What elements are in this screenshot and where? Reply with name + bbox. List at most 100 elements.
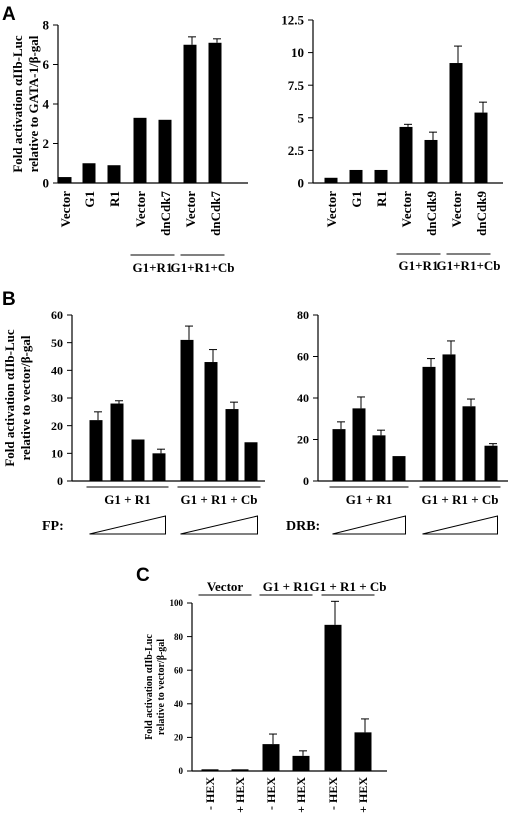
bar xyxy=(201,769,219,771)
bar xyxy=(82,163,96,183)
chart-c: 0 20 40 60 80 100 - HEX + HEX - HEX + HEX - HEX + H… xyxy=(144,579,387,813)
category-label: Vector xyxy=(133,191,148,228)
y-tick-label: 0 xyxy=(43,176,50,191)
bar xyxy=(349,169,363,183)
y-tick-label: 80 xyxy=(297,308,309,322)
bar xyxy=(133,117,147,183)
group-label: G1 + R1 + Cb xyxy=(181,492,258,507)
y-tick-label: 10 xyxy=(291,45,304,60)
treatment-label: DRB: xyxy=(286,519,320,534)
group-label: G1+R1+Cb xyxy=(437,258,501,273)
y-tick-label: 0 xyxy=(303,474,309,488)
y-tick-label: 60 xyxy=(51,308,63,322)
bar xyxy=(180,339,194,481)
y-tick-label: 40 xyxy=(51,364,63,378)
bar xyxy=(231,769,249,771)
bar xyxy=(183,44,197,183)
category-label: - HEX xyxy=(326,777,340,810)
category-label: + HEX xyxy=(294,777,308,813)
y-tick-label: 5 xyxy=(298,110,305,125)
category-label: Vector xyxy=(58,191,73,228)
y-tick-label: 0 xyxy=(179,766,184,776)
bar xyxy=(354,732,372,771)
y-axis-title: relative to vector/β-gal xyxy=(156,639,167,735)
bar xyxy=(292,755,310,771)
category-label: R1 xyxy=(107,191,122,207)
y-tick-label: 7.5 xyxy=(288,78,305,93)
bar xyxy=(484,445,498,481)
dose-ramp-triangle xyxy=(180,515,258,535)
group-label: G1 + R1 xyxy=(104,492,150,507)
bar xyxy=(225,409,239,481)
bar xyxy=(424,139,438,183)
y-axis-title: Fold activation αIIb-Luc xyxy=(2,329,17,466)
category-label: - HEX xyxy=(264,777,278,810)
y-tick-label: 60 xyxy=(174,665,184,675)
y-tick-label: 20 xyxy=(174,733,184,743)
category-label: dnCdk7 xyxy=(208,191,223,236)
dose-ramp-triangle xyxy=(422,515,498,535)
bar xyxy=(324,177,338,183)
category-label: Vector xyxy=(183,191,198,228)
bar xyxy=(158,119,172,183)
bar xyxy=(352,408,366,481)
category-label: dnCdk9 xyxy=(474,191,489,236)
y-tick-label: 0 xyxy=(298,176,305,191)
category-label: dnCdk9 xyxy=(424,191,439,236)
y-tick-label: 20 xyxy=(297,433,309,447)
charts-layer: 0 2 4 6 8 Vector G1 R1 Vector dnCdk7 Vector dnCdk7 G… xyxy=(2,13,508,813)
category-label: - HEX xyxy=(203,777,217,810)
y-axis-title: relative to GATA-1/β-gal xyxy=(26,35,41,172)
category-label: Vector xyxy=(449,191,464,228)
y-axis-title: Fold activation αIIb-Luc xyxy=(144,634,155,740)
y-tick-label: 2.5 xyxy=(288,143,305,158)
bar xyxy=(399,126,413,183)
category-label: R1 xyxy=(374,191,389,207)
y-tick-label: 60 xyxy=(297,350,309,364)
panel-label-c: C xyxy=(136,565,150,586)
treatment-label: FP: xyxy=(42,519,64,534)
chart-b1: 0 10 20 30 40 50 60 G1 + R1 G1 + R1 + Cb FP: Fold … xyxy=(2,308,265,535)
y-tick-label: 6 xyxy=(43,57,50,72)
y-tick-label: 30 xyxy=(51,391,63,405)
category-label: G1 xyxy=(82,191,97,208)
y-axis-title: Fold activation αIIb-Luc xyxy=(10,35,25,172)
group-label: G1+R1 xyxy=(399,258,439,273)
group-label: Vector xyxy=(207,579,244,594)
category-label: dnCdk7 xyxy=(158,191,173,236)
group-label: G1+R1 xyxy=(133,260,173,275)
group-label: G1+R1+Cb xyxy=(171,260,235,275)
y-tick-label: 10 xyxy=(51,447,63,461)
bar xyxy=(374,169,388,183)
group-label: G1 + R1 + Cb xyxy=(422,492,499,507)
y-tick-label: 8 xyxy=(43,18,50,33)
y-tick-label: 0 xyxy=(57,474,63,488)
category-label: G1 xyxy=(349,191,364,208)
bar xyxy=(422,366,436,481)
dose-ramp-triangle xyxy=(332,515,406,535)
bar xyxy=(462,406,476,481)
chart-b2: 0 20 40 60 80 G1 + R1 G1 + R1 + Cb DRB: xyxy=(286,308,508,535)
group-label: G1 + R1 xyxy=(263,579,309,594)
bar xyxy=(392,456,406,481)
bar xyxy=(110,403,124,481)
panel-label-b: B xyxy=(2,289,16,310)
panel-label-a: A xyxy=(2,4,16,25)
bar xyxy=(244,442,258,481)
group-label: G1 + R1 xyxy=(346,492,392,507)
category-label: + HEX xyxy=(356,777,370,813)
bar xyxy=(442,354,456,481)
category-label: Vector xyxy=(399,191,414,228)
dose-ramp-triangle xyxy=(89,515,166,535)
chart-a2: 0 2.5 5 7.5 10 12.5 Vector G1 R1 Vector dnCdk9 Vect… xyxy=(281,13,503,273)
y-tick-label: 12.5 xyxy=(281,13,304,28)
bar xyxy=(107,165,121,183)
bar xyxy=(204,362,218,481)
chart-a1: 0 2 4 6 8 Vector G1 R1 Vector dnCdk7 Vector dnCdk7 G… xyxy=(10,18,248,275)
bar xyxy=(152,453,166,481)
category-label: + HEX xyxy=(233,777,247,813)
bar xyxy=(131,439,145,481)
y-tick-label: 4 xyxy=(43,97,50,112)
y-tick-label: 100 xyxy=(170,598,184,608)
